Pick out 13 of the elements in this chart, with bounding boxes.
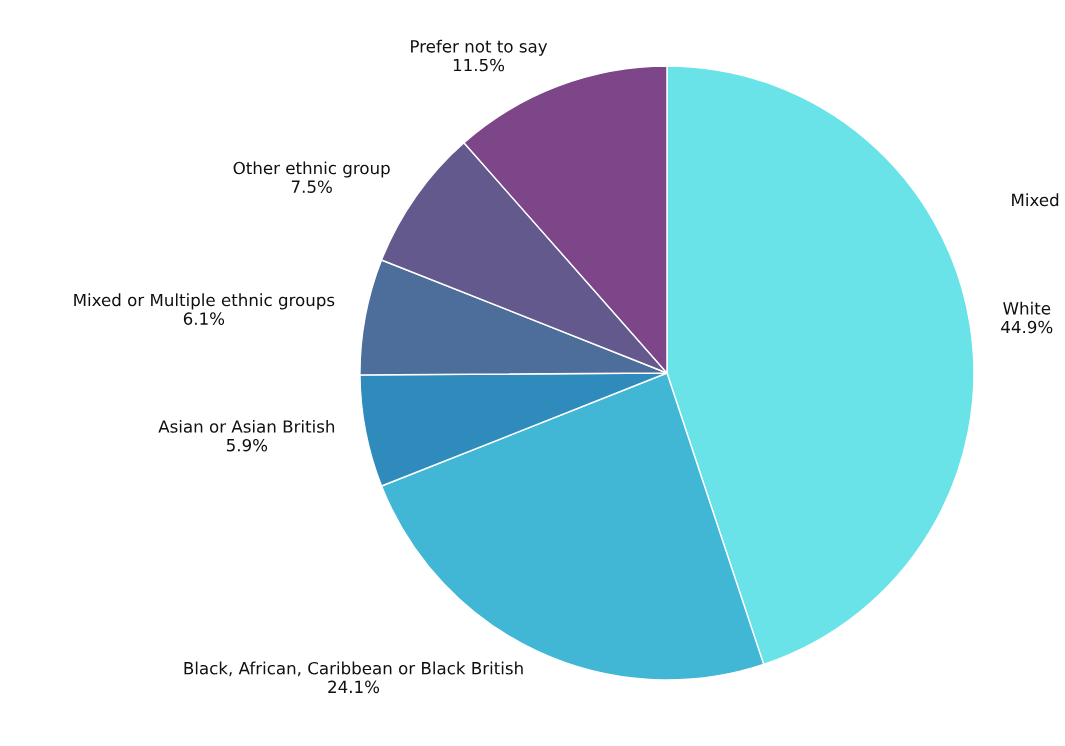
- data-label: 44.9%: [1001, 320, 1053, 334]
- slice-label: Asian or Asian British: [158, 419, 335, 433]
- data-label: 5.9%: [226, 438, 268, 452]
- data-label: 6.1%: [183, 312, 225, 325]
- slice-label: Prefer not to say: [411, 39, 548, 56]
- slice-label: Other ethnic group: [233, 161, 390, 178]
- text: Mixed: [1012, 193, 1059, 207]
- slice-label: Mixed or Multiple ethnic groups: [74, 293, 335, 310]
- data-label: 7.5%: [291, 180, 332, 193]
- slice-label: Black, African, Caribbean or Black British: [184, 661, 523, 677]
- data-label: 11.5%: [453, 58, 505, 72]
- slice-label: White: [1003, 301, 1051, 315]
- data-label: 24.1%: [328, 680, 380, 694]
